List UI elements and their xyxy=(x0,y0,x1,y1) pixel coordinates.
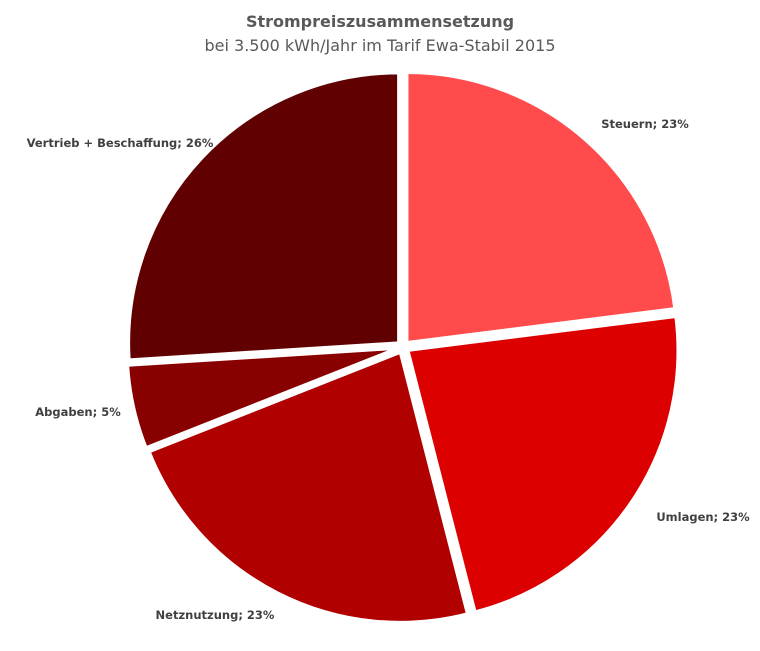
pie-slice-steuern xyxy=(405,70,677,345)
chart-subtitle: bei 3.500 kWh/Jahr im Tarif Ewa-Stabil 2… xyxy=(204,36,556,55)
data-label: Abgaben; 5% xyxy=(35,405,121,419)
data-label: Steuern; 23% xyxy=(601,117,689,131)
data-label: Umlagen; 23% xyxy=(656,510,750,524)
chart-title: Strompreiszusammensetzung xyxy=(245,12,515,31)
pie-slice-vertrieb-beschaffung xyxy=(127,71,401,362)
data-label: Vertrieb + Beschaffung; 26% xyxy=(27,136,214,150)
pie-slice-abgaben xyxy=(126,346,398,450)
pie-slice-netznutzung xyxy=(147,350,470,624)
pie-slice-umlagen xyxy=(406,314,680,614)
data-label: Netznutzung; 23% xyxy=(156,608,275,622)
